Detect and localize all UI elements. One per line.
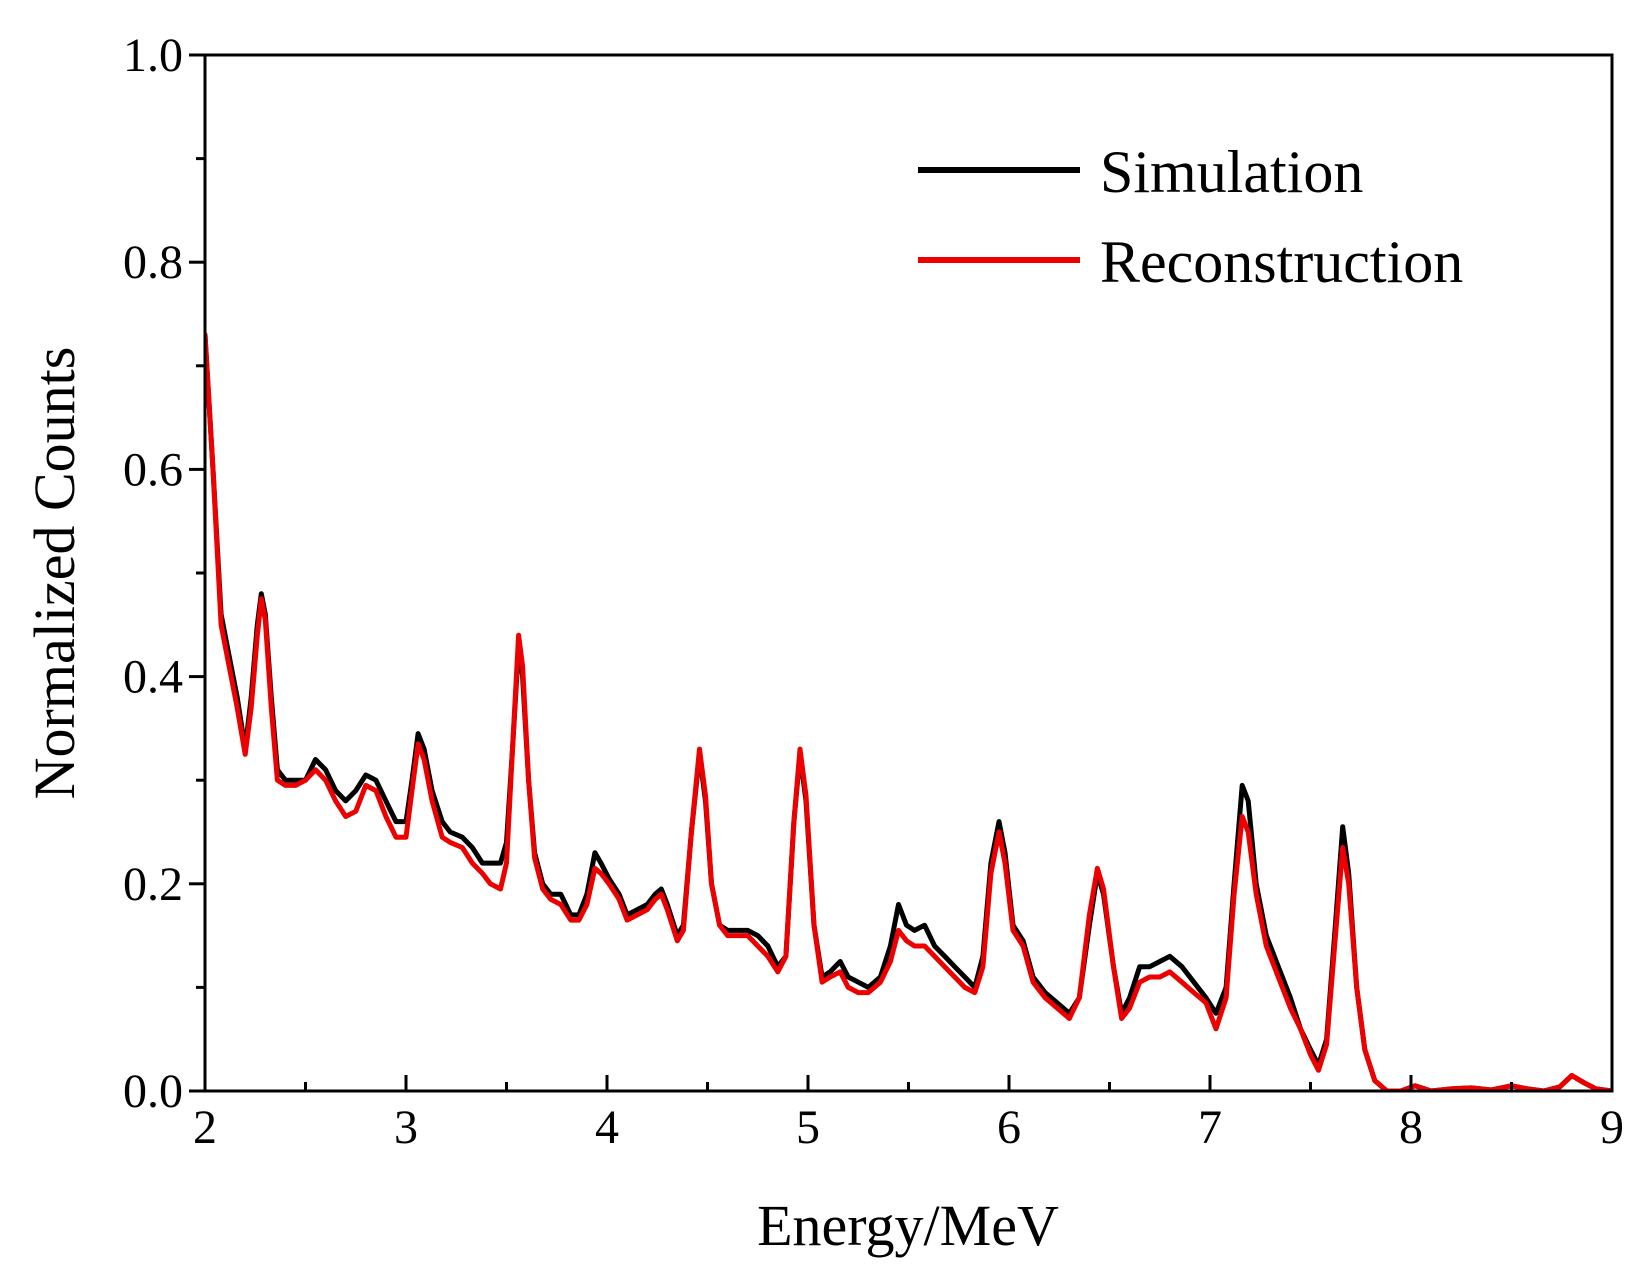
x-tick-label: 6 [997,1101,1021,1154]
legend-label-simulation: Simulation [1100,139,1363,205]
x-tick-label: 2 [193,1101,217,1154]
x-tick-label: 9 [1600,1101,1624,1154]
y-tick-label: 0.0 [123,1065,183,1118]
x-tick-label: 7 [1198,1101,1222,1154]
y-tick-label: 0.8 [123,236,183,289]
y-tick-label: 1.0 [123,29,183,82]
y-axis-title: Normalized Counts [22,347,87,800]
legend: Simulation Reconstruction [918,139,1463,295]
series-line-reconstruction [205,332,1612,1091]
x-axis-title: Energy/MeV [757,1193,1059,1258]
x-tick-label: 3 [394,1101,418,1154]
y-tick-label: 0.4 [123,651,183,704]
plot-frame [203,53,1614,1093]
legend-label-reconstruction: Reconstruction [1100,229,1463,295]
y-tick-label: 0.2 [123,858,183,911]
x-tick-label: 5 [796,1101,820,1154]
x-tick-label: 8 [1399,1101,1423,1154]
y-tick-label: 0.6 [123,443,183,496]
x-tick-label: 4 [595,1101,619,1154]
series-line-simulation [205,332,1612,1091]
